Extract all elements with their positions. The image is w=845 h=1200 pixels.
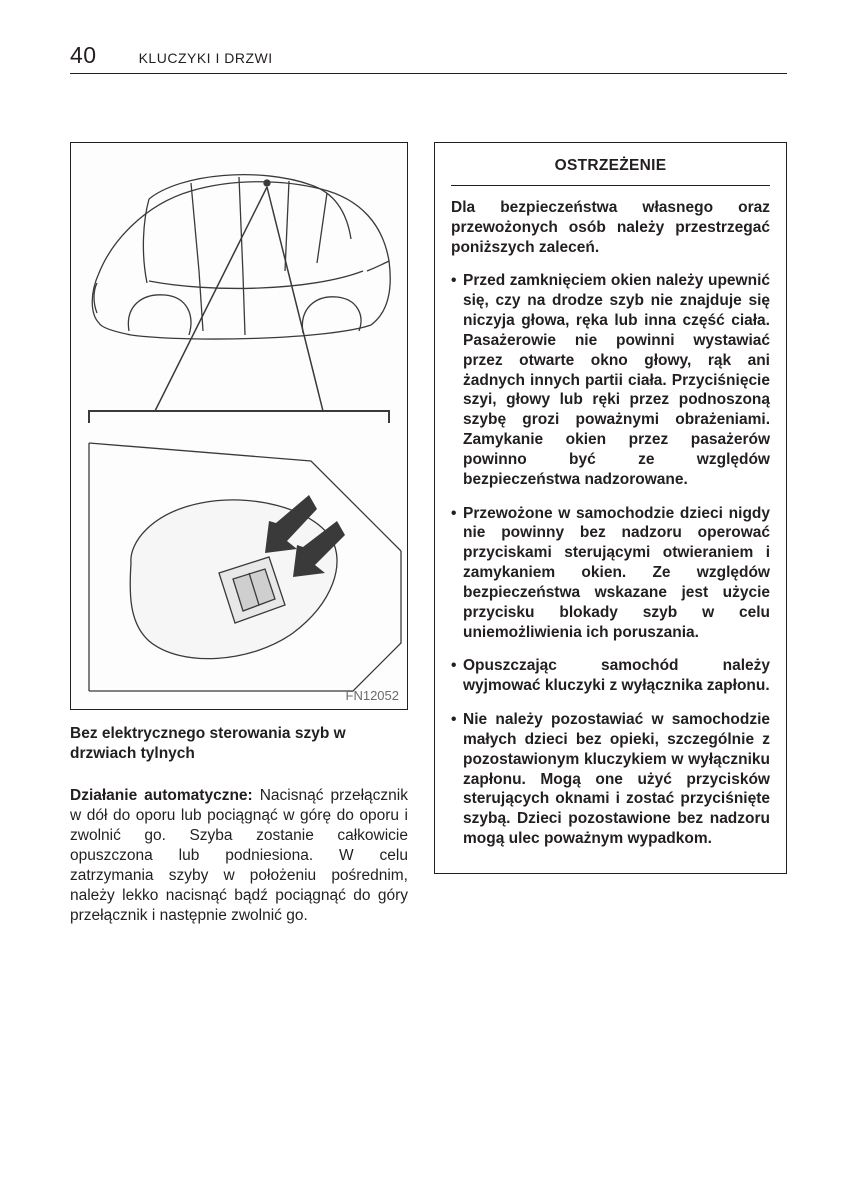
section-title: KLUCZYKI I DRZWI	[139, 50, 273, 66]
figure: FN12052	[70, 142, 408, 710]
body-paragraph: Działanie automatyczne: Nacisnąć przełąc…	[70, 786, 408, 926]
warning-list: Przed zamknięciem okien należy upewnić s…	[451, 271, 770, 848]
figure-caption: Bez elektrycznego sterowania szyb w drzw…	[70, 724, 408, 764]
warning-item: Przed zamknięciem okien należy upewnić s…	[451, 271, 770, 489]
page: 40 KLUCZYKI I DRZWI	[0, 0, 845, 966]
right-column: OSTRZEŻENIE Dla bezpieczeństwa własnego …	[434, 142, 787, 926]
warning-intro: Dla bezpieczeństwa własnego oraz przewoż…	[451, 198, 770, 257]
warning-title: OSTRZEŻENIE	[451, 157, 770, 186]
figure-code: FN12052	[346, 688, 399, 703]
left-column: FN12052 Bez elektrycznego sterowania szy…	[70, 142, 408, 926]
warning-item: Przewożone w samochodzie dzieci nigdy ni…	[451, 504, 770, 643]
paragraph-text: Nacisnąć przełącznik w dół do oporu lub …	[70, 787, 408, 924]
page-header: 40 KLUCZYKI I DRZWI	[70, 42, 787, 74]
content-columns: FN12052 Bez elektrycznego sterowania szy…	[70, 142, 787, 926]
warning-item: Opuszczając samochód należy wyjmować klu…	[451, 656, 770, 696]
car-diagram-icon	[71, 143, 406, 708]
warning-item: Nie należy pozostawiać w samochodzie mał…	[451, 710, 770, 849]
paragraph-lead: Działanie automatyczne:	[70, 787, 253, 804]
page-number: 40	[70, 42, 97, 69]
warning-box: OSTRZEŻENIE Dla bezpieczeństwa własnego …	[434, 142, 787, 874]
